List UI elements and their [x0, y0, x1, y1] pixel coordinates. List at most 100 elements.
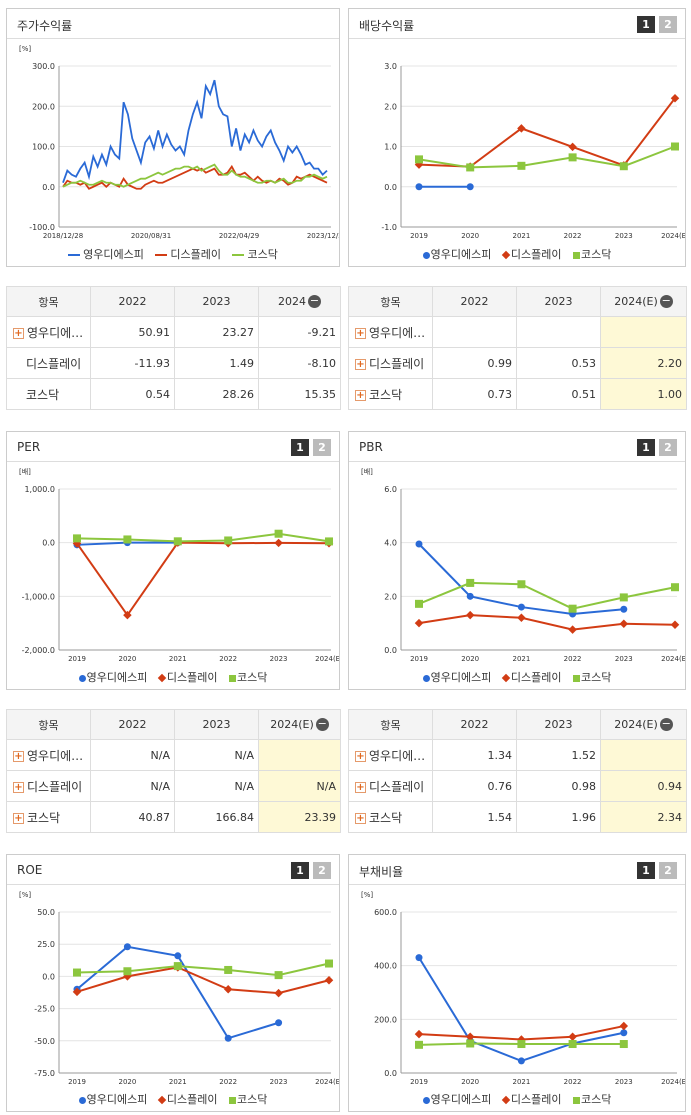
legend-item[interactable]: 코스닥	[228, 669, 267, 685]
collapse-icon[interactable]: −	[659, 717, 673, 732]
legend-item[interactable]: 디스플레이	[157, 1091, 217, 1107]
data-point	[517, 124, 526, 133]
circle-marker-icon	[78, 1096, 86, 1104]
legend-item[interactable]: 디스플레이	[157, 669, 217, 685]
y-tick-label: -50.0	[34, 1037, 55, 1046]
expand-icon[interactable]: +	[355, 358, 366, 370]
series-line	[76, 945, 279, 1040]
table-row: + 영우디에…	[348, 316, 687, 348]
series-line	[418, 581, 676, 610]
series-line	[62, 163, 328, 188]
legend-item[interactable]: 영우디에스피	[422, 246, 491, 262]
data-point	[517, 161, 526, 170]
collapse-icon[interactable]: −	[308, 294, 321, 309]
expand-icon[interactable]: +	[355, 389, 366, 401]
y-tick-label: 0.0	[384, 646, 397, 655]
data-point	[123, 535, 132, 544]
square-marker-icon	[572, 1096, 580, 1104]
expand-icon[interactable]: +	[355, 812, 366, 824]
expand-icon[interactable]: +	[13, 781, 24, 793]
y-tick-label: 2.0	[384, 592, 397, 601]
collapse-icon[interactable]: −	[659, 294, 673, 309]
legend-item[interactable]: 코스닥	[572, 669, 611, 685]
data-point	[123, 610, 132, 620]
chart-legend: 영우디에스피 디스플레이 코스닥	[7, 246, 339, 262]
series-line	[76, 532, 330, 543]
legend-item[interactable]: 영우디에스피	[78, 669, 147, 685]
x-tick-label: 2024(E)	[661, 232, 685, 240]
legend-item[interactable]: 코스닥	[572, 246, 611, 262]
view-2-button[interactable]: 2	[659, 862, 677, 879]
pbr-table: 항목 2022 2023 2024(E) − + 영우디에… 1.34 1.52 + 디스플레이…	[348, 709, 687, 833]
y-tick-label: 300.0	[32, 62, 55, 71]
dividend-yield-table: 항목 2022 2023 2024(E) − + 영우디에… + 디스플레이 0.99 0.53…	[348, 286, 687, 410]
y-unit-label: [배]	[19, 467, 31, 476]
data-point	[414, 1029, 424, 1039]
data-point	[174, 952, 182, 960]
y-tick-label: 0.0	[384, 183, 397, 192]
view-2-button[interactable]: 2	[313, 439, 331, 456]
series-line	[76, 966, 330, 995]
data-point	[73, 968, 81, 977]
x-tick-label: 2020	[461, 232, 479, 240]
y-tick-label: 50.0	[37, 908, 55, 917]
square-marker-icon	[572, 251, 580, 259]
legend-item[interactable]: 코스닥	[572, 1091, 611, 1107]
data-point	[173, 537, 182, 546]
series-line	[62, 164, 328, 190]
expand-icon[interactable]: +	[355, 781, 366, 793]
legend-item[interactable]: 디스플레이	[501, 1091, 561, 1107]
diamond-marker-icon	[157, 673, 167, 683]
y-tick-label: 0.0	[42, 539, 55, 548]
chart-legend: 영우디에스피 디스플레이 코스닥	[349, 669, 685, 685]
expand-icon[interactable]: +	[355, 750, 366, 762]
view-2-button[interactable]: 2	[313, 862, 331, 879]
legend-item[interactable]: 디스플레이	[501, 246, 561, 262]
data-point	[73, 534, 81, 543]
diamond-marker-icon	[157, 1095, 167, 1105]
data-point	[123, 967, 132, 976]
legend-item[interactable]: 영우디에스피	[422, 1091, 491, 1107]
data-point	[568, 625, 577, 634]
x-tick-label: 2019	[410, 655, 428, 663]
expand-icon[interactable]: +	[13, 750, 24, 762]
data-point	[619, 593, 628, 602]
panel-title: ROE	[17, 863, 43, 877]
view-1-button[interactable]: 1	[291, 439, 309, 456]
legend-item[interactable]: 코스닥	[232, 246, 278, 262]
table-row: + 디스플레이 0.99 0.53 2.20	[348, 347, 687, 379]
view-1-button[interactable]: 1	[637, 16, 655, 33]
legend-item[interactable]: 디스플레이	[501, 669, 561, 685]
x-tick-label: 2020	[461, 1078, 479, 1086]
data-point	[173, 962, 182, 971]
legend-item[interactable]: 영우디에스피	[78, 1091, 147, 1107]
view-1-button[interactable]: 1	[291, 862, 309, 879]
legend-item[interactable]: 디스플레이	[155, 246, 221, 262]
expand-icon[interactable]: +	[13, 812, 24, 824]
collapse-icon[interactable]: −	[315, 717, 329, 732]
data-point	[274, 988, 283, 998]
x-tick-label: 2023	[615, 232, 633, 240]
legend-item[interactable]: 영우디에스피	[422, 669, 491, 685]
legend-item[interactable]: 코스닥	[228, 1091, 267, 1107]
data-point	[466, 578, 475, 587]
view-1-button[interactable]: 1	[637, 862, 655, 879]
data-point	[517, 1057, 525, 1065]
data-point	[274, 971, 283, 980]
expand-icon[interactable]: +	[355, 327, 366, 339]
x-tick-label: 2020/08/31	[131, 232, 171, 240]
expand-icon[interactable]: +	[13, 327, 24, 339]
data-point	[275, 1019, 283, 1027]
data-point	[274, 538, 283, 548]
chart-legend: 영우디에스피 디스플레이 코스닥	[7, 1091, 339, 1107]
x-tick-label: 2019	[68, 1078, 86, 1086]
data-point	[224, 965, 233, 974]
view-2-button[interactable]: 2	[659, 16, 677, 33]
view-2-button[interactable]: 2	[659, 439, 677, 456]
panel-header: 주가수익률	[7, 9, 339, 39]
view-1-button[interactable]: 1	[637, 439, 655, 456]
legend-item[interactable]: 영우디에스피	[68, 246, 144, 262]
